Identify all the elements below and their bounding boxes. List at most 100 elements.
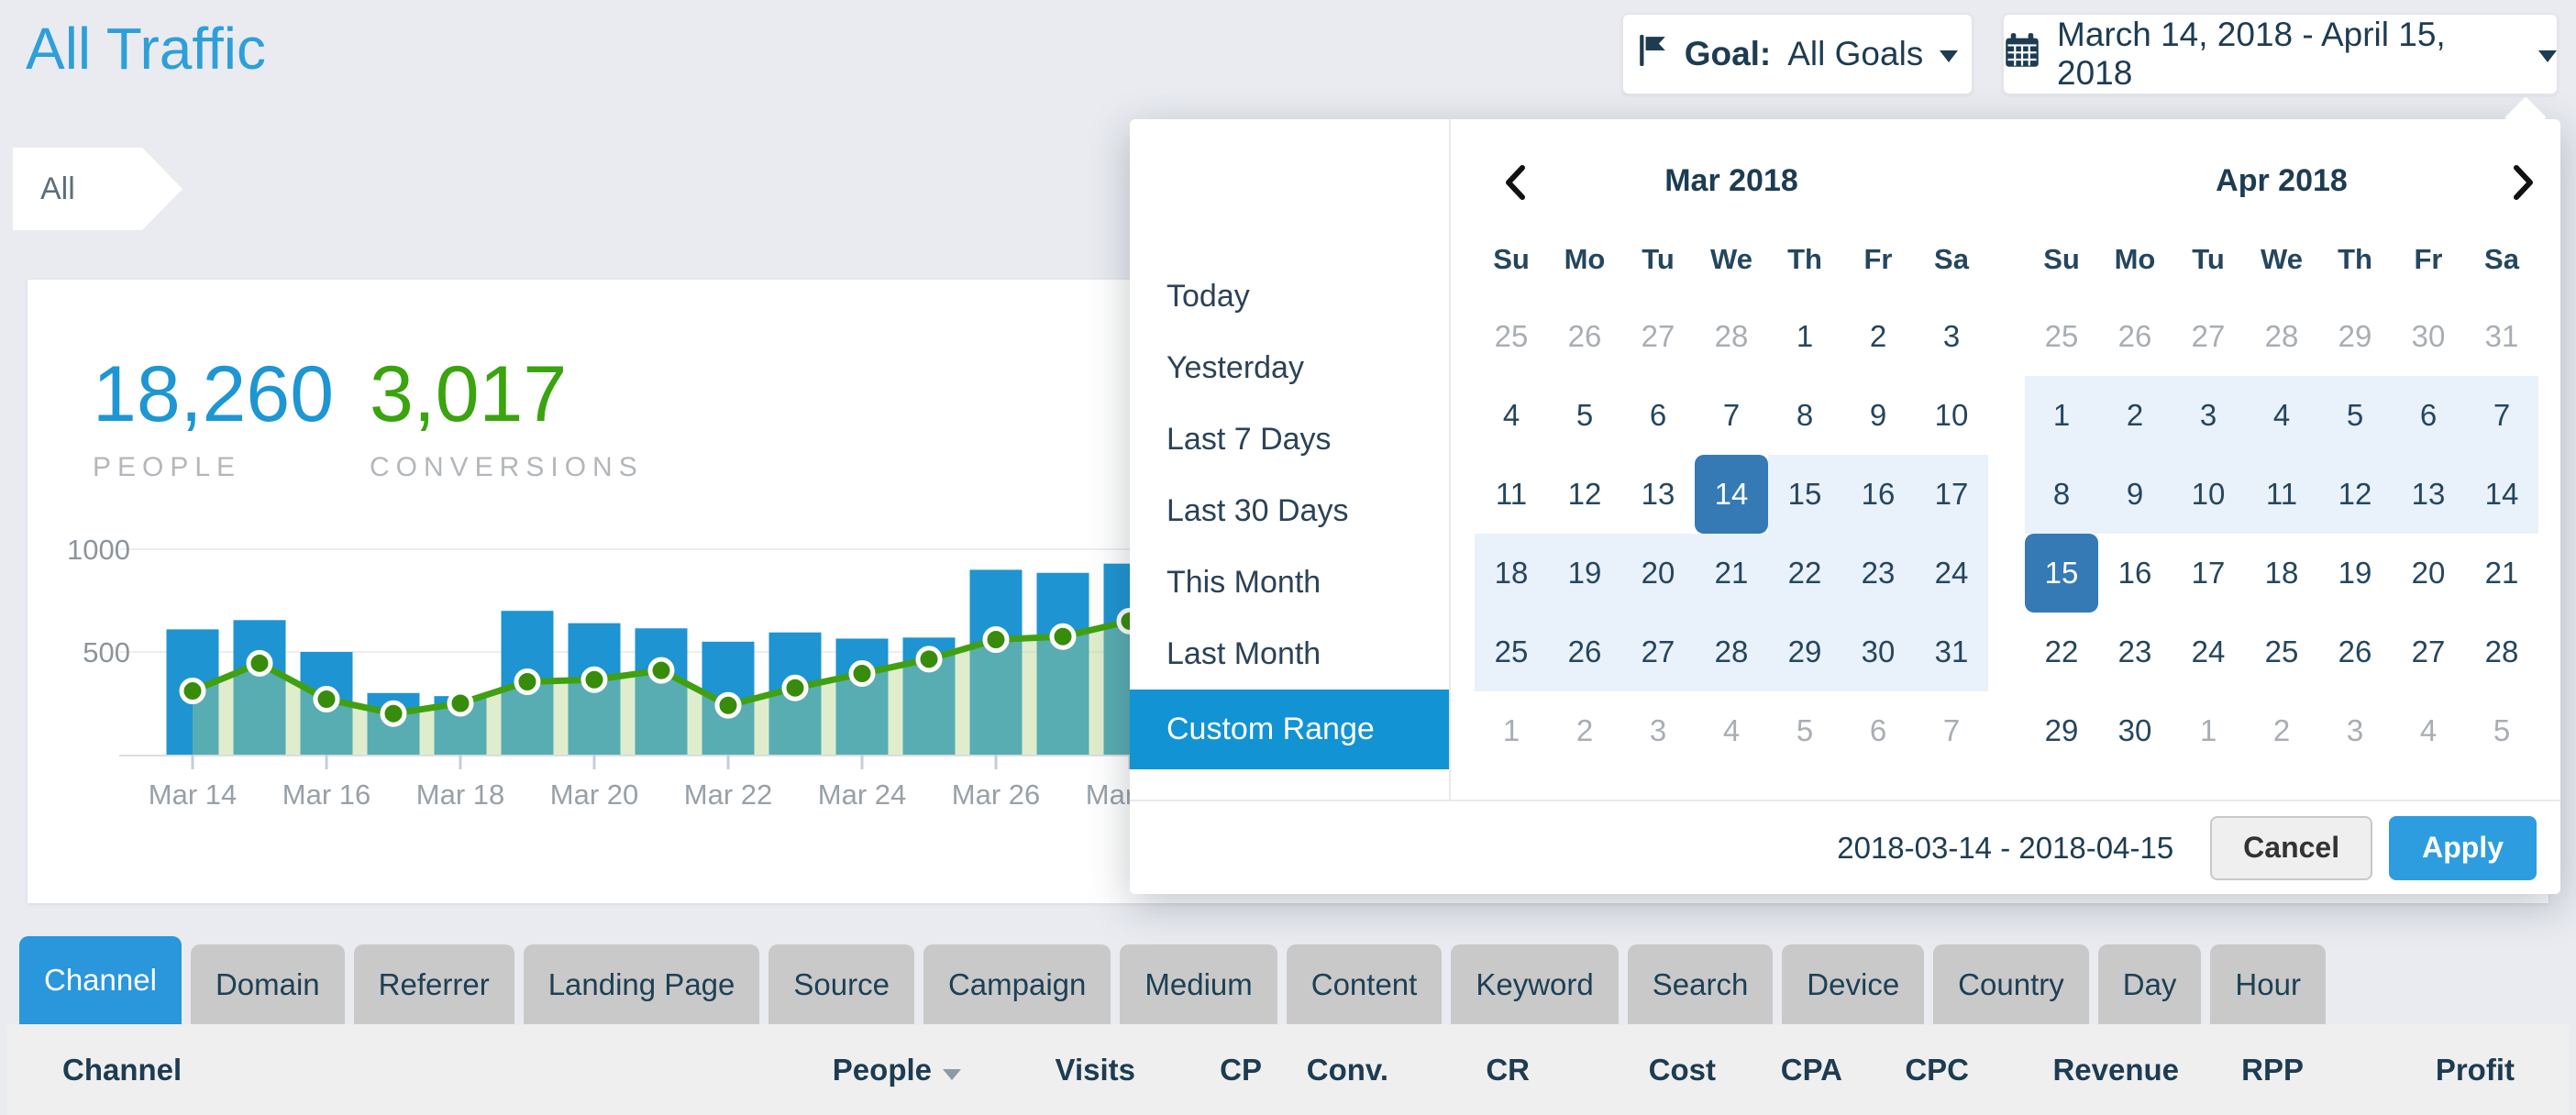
day-cell[interactable]: 23 [2117, 635, 2152, 668]
day-cell[interactable]: 4 [2419, 713, 2438, 747]
breadcrumb-all-channels[interactable]: All Channels [13, 148, 182, 230]
day-cell[interactable]: 26 [1548, 613, 1621, 691]
day-cell[interactable]: 17 [2191, 556, 2226, 590]
day-cell[interactable]: 28 [1714, 319, 1749, 353]
day-cell[interactable]: 3 [1649, 713, 1667, 747]
tab-device[interactable]: Device [1782, 944, 1925, 1024]
goal-dropdown-button[interactable]: Goal: All Goals [1621, 13, 1973, 95]
day-cell[interactable]: 10 [1934, 398, 1969, 432]
day-cell[interactable]: 1 [2199, 713, 2217, 747]
column-header-cost[interactable]: Cost [1648, 1053, 1716, 1087]
day-cell[interactable]: 13 [2392, 455, 2465, 534]
day-cell[interactable]: 20 [2411, 556, 2446, 590]
column-header-cr[interactable]: CR [1486, 1053, 1530, 1087]
day-cell[interactable]: 1 [2025, 376, 2098, 455]
day-cell[interactable]: 2 [2098, 376, 2172, 455]
day-cell[interactable]: 31 [2484, 319, 2519, 353]
day-cell[interactable]: 4 [1502, 398, 1520, 432]
tab-keyword[interactable]: Keyword [1451, 944, 1619, 1024]
preset-custom-range[interactable]: Custom Range [1130, 690, 1449, 769]
day-cell[interactable]: 5 [2318, 376, 2392, 455]
day-cell[interactable]: 7 [1942, 713, 1961, 747]
day-cell[interactable]: 18 [2264, 556, 2299, 590]
day-cell[interactable]: 25 [1475, 613, 1548, 691]
day-cell[interactable]: 12 [2318, 455, 2392, 534]
day-cell[interactable]: 30 [2117, 713, 2152, 747]
day-cell[interactable]: 6 [1869, 713, 1887, 747]
day-cell[interactable]: 6 [2392, 376, 2465, 455]
day-cell[interactable]: 25 [1494, 319, 1529, 353]
day-cell[interactable]: 8 [2025, 455, 2098, 534]
day-cell[interactable]: 19 [1548, 534, 1621, 613]
day-cell[interactable]: 1 [1796, 319, 1814, 353]
column-header-cpc[interactable]: CPC [1905, 1053, 1969, 1087]
preset-last-30-days[interactable]: Last 30 Days [1166, 493, 1349, 528]
day-cell[interactable]: 9 [1869, 398, 1887, 432]
day-cell[interactable]: 16 [1841, 455, 1915, 534]
tab-medium[interactable]: Medium [1120, 944, 1277, 1024]
day-cell[interactable]: 19 [2338, 556, 2372, 590]
day-cell[interactable]: 10 [2172, 455, 2245, 534]
day-cell[interactable]: 29 [2044, 713, 2079, 747]
day-cell[interactable]: 15 [1768, 455, 1841, 534]
prev-month-icon[interactable] [1500, 161, 1531, 204]
day-cell[interactable]: 5 [1575, 398, 1594, 432]
day-cell-selected[interactable]: 15 [2025, 534, 2098, 613]
day-cell[interactable]: 30 [2411, 319, 2446, 353]
column-header-profit[interactable]: Profit [2435, 1053, 2515, 1087]
day-cell[interactable]: 17 [1915, 455, 1988, 534]
preset-this-month[interactable]: This Month [1166, 565, 1321, 600]
day-cell[interactable]: 31 [1915, 613, 1988, 691]
tab-campaign[interactable]: Campaign [923, 944, 1111, 1024]
day-cell[interactable]: 12 [1567, 477, 1602, 511]
column-header-visits[interactable]: Visits [1055, 1053, 1135, 1087]
tab-hour[interactable]: Hour [2210, 944, 2326, 1024]
day-cell[interactable]: 4 [2245, 376, 2318, 455]
tab-landing-page[interactable]: Landing Page [523, 944, 760, 1024]
tab-day[interactable]: Day [2097, 944, 2202, 1024]
day-cell[interactable]: 20 [1621, 534, 1695, 613]
tab-domain[interactable]: Domain [190, 944, 345, 1024]
day-cell[interactable]: 26 [2117, 319, 2152, 353]
day-cell[interactable]: 13 [1641, 477, 1675, 511]
day-cell[interactable]: 25 [2264, 635, 2299, 668]
date-range-button[interactable]: March 14, 2018 - April 15, 2018 [2002, 13, 2559, 95]
cancel-button[interactable]: Cancel [2210, 815, 2373, 880]
day-cell[interactable]: 4 [1722, 713, 1741, 747]
day-cell[interactable]: 29 [2338, 319, 2372, 353]
day-cell[interactable]: 26 [2338, 635, 2372, 668]
day-cell[interactable]: 21 [1695, 534, 1768, 613]
column-header-people[interactable]: People [833, 1024, 961, 1115]
preset-today[interactable]: Today [1166, 279, 1250, 314]
day-cell[interactable]: 27 [2411, 635, 2446, 668]
day-cell[interactable]: 29 [1768, 613, 1841, 691]
column-header-conv[interactable]: Conv. [1306, 1053, 1388, 1087]
day-cell[interactable]: 5 [2493, 713, 2511, 747]
tab-channel[interactable]: Channel [19, 936, 182, 1024]
day-cell[interactable]: 9 [2098, 455, 2172, 534]
day-cell[interactable]: 7 [2465, 376, 2538, 455]
column-header-channel[interactable]: Channel [62, 1053, 182, 1087]
column-header-revenue[interactable]: Revenue [2052, 1053, 2179, 1087]
day-cell[interactable]: 28 [2264, 319, 2299, 353]
day-cell[interactable]: 22 [2044, 635, 2079, 668]
day-cell[interactable]: 11 [1495, 477, 1528, 511]
day-cell[interactable]: 23 [1841, 534, 1915, 613]
day-cell[interactable]: 2 [1869, 319, 1887, 353]
day-cell[interactable]: 14 [2465, 455, 2538, 534]
day-cell[interactable]: 2 [2272, 713, 2291, 747]
preset-last-month[interactable]: Last Month [1166, 636, 1321, 671]
next-month-icon[interactable] [2507, 161, 2538, 204]
day-cell[interactable]: 26 [1567, 319, 1602, 353]
tab-source[interactable]: Source [768, 944, 914, 1024]
day-cell[interactable]: 16 [2117, 556, 2152, 590]
day-cell[interactable]: 5 [1796, 713, 1814, 747]
day-cell[interactable]: 24 [2191, 635, 2226, 668]
day-cell[interactable]: 3 [2346, 713, 2364, 747]
day-cell-selected[interactable]: 14 [1695, 455, 1768, 534]
column-header-cp[interactable]: CP [1220, 1053, 1262, 1087]
day-cell[interactable]: 27 [2191, 319, 2226, 353]
day-cell[interactable]: 28 [1695, 613, 1768, 691]
day-cell[interactable]: 30 [1841, 613, 1915, 691]
column-header-rpp[interactable]: RPP [2241, 1053, 2304, 1087]
